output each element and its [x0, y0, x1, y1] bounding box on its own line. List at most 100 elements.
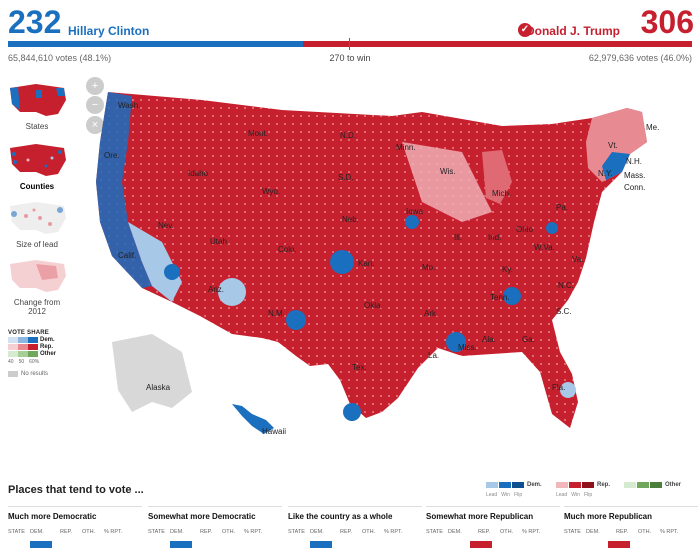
rep-mini-legend-label: Rep. [597, 482, 611, 488]
column-header: OTH. [638, 529, 652, 535]
county-cluster [164, 264, 180, 280]
county-cluster [446, 332, 466, 352]
state-label: Ky. [502, 265, 513, 274]
sub-label: Lead [556, 492, 568, 498]
change-map-thumbnail [10, 260, 66, 292]
view-change-2012[interactable]: Change from 2012 [4, 256, 70, 316]
region-northeast [586, 108, 647, 182]
zoom-out-button[interactable]: − [86, 96, 104, 114]
state-label: Minn. [396, 143, 416, 152]
state-label: N.Y. [598, 169, 613, 178]
view-size-of-lead[interactable]: Size of lead [4, 198, 70, 249]
view-states[interactable]: States [4, 80, 70, 131]
reset-button[interactable]: × [86, 116, 104, 134]
state-label: Pa. [556, 203, 568, 212]
table-row[interactable] [426, 541, 560, 548]
zoom-out-icon: − [91, 99, 99, 111]
column-header: REP. [60, 529, 73, 535]
state-label: Ore. [104, 151, 120, 160]
states-map-thumbnail [10, 84, 66, 116]
legend-ticks: 40 50 60% [8, 359, 78, 365]
state-label: N.M. [268, 309, 285, 318]
column-header: DEM. [30, 529, 44, 535]
hawaii [232, 404, 274, 434]
column-header: REP. [478, 529, 491, 535]
state-label: Va. [572, 255, 583, 264]
legend-tick: 50 [18, 359, 25, 365]
legend-no-results: No results [8, 371, 78, 377]
column-header: STATE [148, 529, 165, 535]
legend-no-results-label: No results [21, 371, 49, 377]
state-label: Ark. [424, 309, 438, 318]
state-label: Mont. [248, 129, 268, 138]
table-row[interactable] [8, 541, 142, 548]
lead-map-thumbnail [10, 202, 66, 234]
state-label: La. [428, 351, 439, 360]
state-label: Nev. [158, 221, 174, 230]
region-ne-blue [602, 152, 630, 180]
column-header: REP. [200, 529, 213, 535]
column-header: DEM. [448, 529, 462, 535]
rep-electoral-votes: 306 [640, 4, 694, 40]
table-row[interactable] [564, 541, 698, 548]
state-label: Utah [210, 237, 227, 246]
state-label: W.Va. [534, 243, 555, 252]
column-header: % RPT. [522, 529, 541, 535]
state-label: Mo. [422, 263, 435, 272]
other-mini-legend-label: Other [665, 482, 682, 488]
view-counties[interactable]: Counties [4, 140, 70, 191]
places-column-title: Somewhat more Republican [426, 506, 560, 521]
state-label: N.C. [558, 281, 574, 290]
places-column-headers: STATE DEM. REP. OTH. % RPT. [564, 529, 698, 535]
legend-tick: 60% [29, 359, 40, 365]
legend-dem-row: Dem. [8, 337, 78, 343]
county-cluster [343, 403, 361, 421]
county-cluster [560, 382, 576, 398]
column-header: DEM. [310, 529, 324, 535]
state-label: Wash. [118, 101, 140, 110]
places-column: Somewhat more Republican STATE DEM. REP.… [426, 506, 560, 548]
state-labels: Wash. Ore. Calif. Nev. Idaho Mont. Wyo. … [104, 101, 659, 436]
state-label: N.D. [340, 131, 356, 140]
places-column: Much more Republican STATE DEM. REP. OTH… [564, 506, 698, 548]
county-cluster [218, 278, 246, 306]
state-label: Hawaii [262, 427, 286, 436]
sub-label: Lead [486, 492, 498, 498]
state-label: N.H. [626, 157, 642, 166]
places-column-title: Somewhat more Democratic [148, 506, 282, 521]
zoom-in-button[interactable]: + [86, 77, 104, 95]
dem-electoral-votes: 232 [8, 4, 62, 40]
column-header: STATE [426, 529, 443, 535]
view-states-label: States [25, 122, 49, 131]
vote-share-legend: VOTE SHARE Dem. Rep. Other 40 50 60% No … [8, 330, 78, 377]
state-label: Idaho [188, 169, 209, 178]
zoom-in-icon: + [91, 80, 99, 92]
region-west-coast [96, 92, 152, 288]
legend-rep-row: Rep. [8, 344, 78, 350]
places-column: Somewhat more Democratic STATE DEM. REP.… [148, 506, 282, 548]
counties-map-thumbnail [10, 144, 66, 176]
places-column: Much more Democratic STATE DEM. REP. OTH… [8, 506, 142, 548]
state-label: Fla. [552, 383, 565, 392]
state-label: Mass. [624, 171, 645, 180]
places-column-headers: STATE DEM. REP. OTH. % RPT. [8, 529, 142, 535]
table-row[interactable] [288, 541, 422, 548]
results-header: 232 Hillary Clinton ✓ Donald J. Trump 30… [0, 0, 700, 70]
county-cluster [405, 215, 419, 229]
sub-label: Flip [584, 492, 593, 498]
rep-popular-votes: 62,979,636 votes (46.0%) [588, 53, 692, 63]
column-header: REP. [616, 529, 629, 535]
state-label: S.C. [556, 307, 572, 316]
state-label: Tex. [352, 363, 367, 372]
region-light-blue-ca [128, 222, 182, 302]
rep-candidate-name: Donald J. Trump [525, 24, 620, 38]
column-header: DEM. [586, 529, 600, 535]
state-label: Iowa [406, 207, 423, 216]
column-header: % RPT. [660, 529, 679, 535]
county-results-map[interactable]: Wash. Ore. Calif. Nev. Idaho Mont. Wyo. … [82, 72, 700, 452]
state-label: Mich. [492, 189, 511, 198]
table-row[interactable] [148, 541, 282, 548]
view-change-2012-label: Change from 2012 [13, 298, 61, 316]
dem-mini-sub: Lead Win Flip [486, 492, 522, 498]
places-column-headers: STATE DEM. REP. OTH. % RPT. [426, 529, 560, 535]
